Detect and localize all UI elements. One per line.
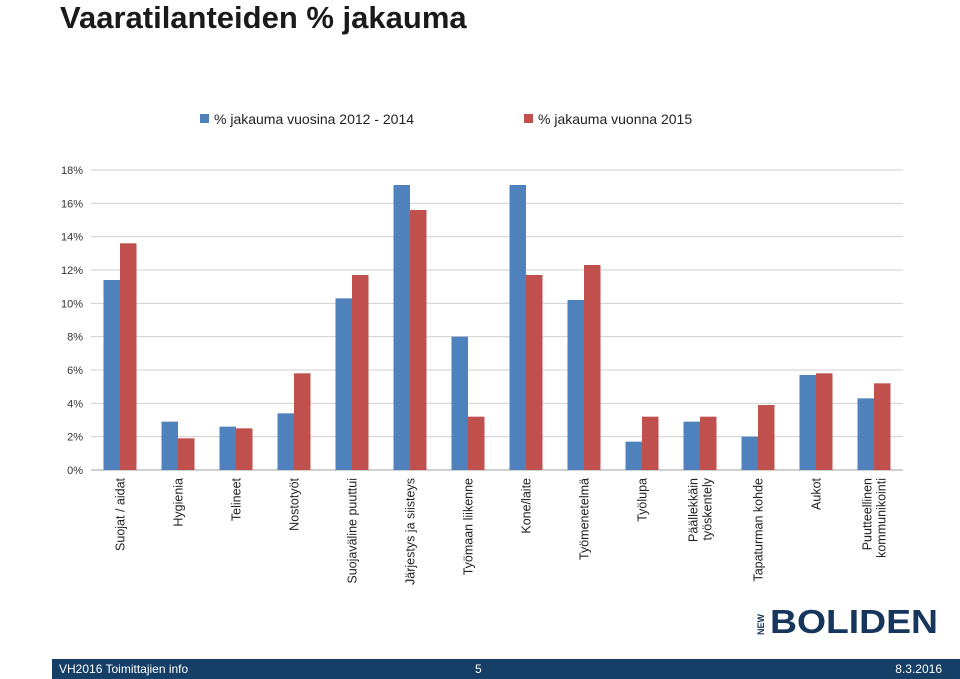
x-axis-label-text: Kone/laite <box>519 478 533 534</box>
x-axis-label-text: Hygienia <box>171 478 185 527</box>
x-axis-label-text: Aukot <box>809 477 823 509</box>
y-tick-label: 2% <box>67 432 83 444</box>
bar-series-2 <box>874 383 891 470</box>
boliden-logo: NEW BOLIDEN <box>756 603 938 636</box>
bar-series-1 <box>857 398 874 470</box>
bar-series-2 <box>236 428 253 470</box>
x-axis-label: Hygienia <box>171 478 185 527</box>
bar-series-1 <box>567 300 584 470</box>
bar-series-2 <box>526 275 543 470</box>
y-tick-label: 0% <box>67 465 83 477</box>
bar-series-1 <box>683 421 700 470</box>
x-axis-label: Suojat / aidat <box>113 477 127 550</box>
logo-prefix: NEW <box>756 613 766 635</box>
bar-series-1 <box>103 280 120 470</box>
bar-series-2 <box>468 416 485 470</box>
bar-series-2 <box>700 416 717 470</box>
y-tick-label: 6% <box>67 365 83 377</box>
x-axis-label: Päällekkäintyöskentely <box>686 477 714 542</box>
x-axis-label: Tapaturman kohde <box>751 478 765 582</box>
x-axis-label: Aukot <box>809 477 823 509</box>
bar-series-1 <box>277 413 294 470</box>
x-axis-label-text: Suojat / aidat <box>113 477 127 550</box>
x-axis-label-text: Tapaturman kohde <box>751 478 765 582</box>
bar-series-2 <box>178 438 195 470</box>
x-axis-label: Nostotyöt <box>287 477 301 530</box>
x-axis-label: Järjestys ja siisteys <box>403 478 417 585</box>
bar-series-2 <box>120 243 137 470</box>
legend-swatch-series-1 <box>200 114 209 123</box>
y-axis-ticks: 0% 2% 4% 6% 8% 10% 12% 14% 16% 18% <box>61 165 83 477</box>
bar-series-2 <box>294 373 311 470</box>
x-axis-label: Työmaan liikenne <box>461 478 475 575</box>
x-axis-label: Kone/laite <box>519 478 533 534</box>
bar-series-2 <box>352 275 369 470</box>
x-axis-label-text: Nostotyöt <box>287 477 301 530</box>
chart-gridlines <box>91 169 903 471</box>
y-tick-label: 8% <box>67 332 83 344</box>
bar-series-1 <box>625 441 642 470</box>
bar-series-1 <box>393 185 410 470</box>
y-tick-label: 14% <box>61 232 83 244</box>
bar-series-2 <box>584 265 601 470</box>
bar-series-1 <box>509 185 526 470</box>
logo-wordmark: BOLIDEN <box>770 603 938 636</box>
x-axis-label-text: Järjestys ja siisteys <box>403 478 417 585</box>
y-tick-label: 12% <box>61 265 83 277</box>
x-axis-label-text: Työmaan liikenne <box>461 478 475 575</box>
y-tick-label: 10% <box>61 298 83 310</box>
bar-series-1 <box>161 421 178 470</box>
x-axis-label: Suojaväline puuttui <box>345 478 359 584</box>
legend-label-series-1: % jakauma vuosina 2012 - 2014 <box>214 111 414 127</box>
footer-date: 8.3.2016 <box>895 662 942 676</box>
slide-footer: VH2016 Toimittajien info 5 8.3.2016 <box>52 659 960 679</box>
y-tick-label: 18% <box>61 165 83 177</box>
y-tick-label: 16% <box>61 198 83 210</box>
footer-page-number: 5 <box>475 662 482 676</box>
y-tick-label: 4% <box>67 398 83 410</box>
x-axis-label: Työlupa <box>635 478 649 522</box>
bar-series-1 <box>451 336 468 470</box>
x-axis-label-text: Suojaväline puuttui <box>345 478 359 584</box>
x-axis-label: Työmenetelmä <box>577 478 591 560</box>
chart-bars <box>103 185 891 470</box>
bar-series-1 <box>741 436 758 470</box>
bar-series-2 <box>410 210 427 470</box>
bar-series-2 <box>758 405 775 470</box>
legend-label-series-2: % jakauma vuonna 2015 <box>538 111 692 127</box>
x-axis-label-text: Puutteellinenkommunikointi <box>860 478 888 558</box>
bar-series-1 <box>799 375 816 470</box>
bar-chart: % jakauma vuosina 2012 - 2014 % jakauma v… <box>61 111 903 585</box>
x-axis-labels: Suojat / aidat Hygienia Telineet Nostotyöt S… <box>113 477 888 585</box>
chart-legend: % jakauma vuosina 2012 - 2014 % jakauma v… <box>200 111 692 127</box>
bar-series-1 <box>335 298 352 470</box>
bar-series-2 <box>816 373 833 470</box>
slide-title: Vaaratilanteiden % jakauma <box>60 0 467 35</box>
x-axis-label-text: Päällekkäintyöskentely <box>686 477 714 542</box>
x-axis-label: Telineet <box>229 477 243 521</box>
x-axis-label-text: Työlupa <box>635 478 649 522</box>
x-axis-label-text: Telineet <box>229 477 243 521</box>
legend-swatch-series-2 <box>524 114 533 123</box>
footer-event-name: VH2016 Toimittajien info <box>59 662 189 676</box>
bar-series-1 <box>219 426 236 470</box>
x-axis-label-text: Työmenetelmä <box>577 478 591 560</box>
x-axis-label: Puutteellinenkommunikointi <box>860 478 888 558</box>
bar-series-2 <box>642 416 659 470</box>
